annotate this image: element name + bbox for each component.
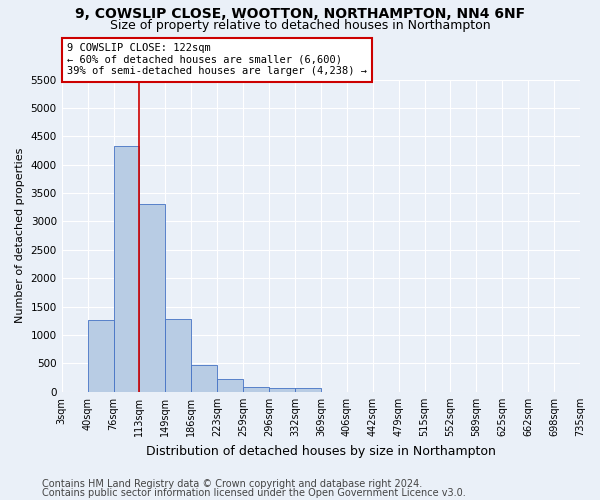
Bar	[295, 388, 321, 392]
Y-axis label: Number of detached properties: Number of detached properties	[15, 148, 25, 324]
Bar	[139, 204, 166, 392]
Bar	[88, 320, 113, 392]
Text: 9, COWSLIP CLOSE, WOOTTON, NORTHAMPTON, NN4 6NF: 9, COWSLIP CLOSE, WOOTTON, NORTHAMPTON, …	[75, 8, 525, 22]
Text: 9 COWSLIP CLOSE: 122sqm
← 60% of detached houses are smaller (6,600)
39% of semi: 9 COWSLIP CLOSE: 122sqm ← 60% of detache…	[67, 43, 367, 76]
Bar	[217, 380, 243, 392]
Text: Contains HM Land Registry data © Crown copyright and database right 2024.: Contains HM Land Registry data © Crown c…	[42, 479, 422, 489]
Bar	[191, 364, 217, 392]
Bar	[269, 388, 295, 392]
Bar	[243, 386, 269, 392]
Text: Size of property relative to detached houses in Northampton: Size of property relative to detached ho…	[110, 19, 490, 32]
Bar	[113, 146, 139, 392]
Bar	[166, 319, 191, 392]
X-axis label: Distribution of detached houses by size in Northampton: Distribution of detached houses by size …	[146, 444, 496, 458]
Text: Contains public sector information licensed under the Open Government Licence v3: Contains public sector information licen…	[42, 488, 466, 498]
